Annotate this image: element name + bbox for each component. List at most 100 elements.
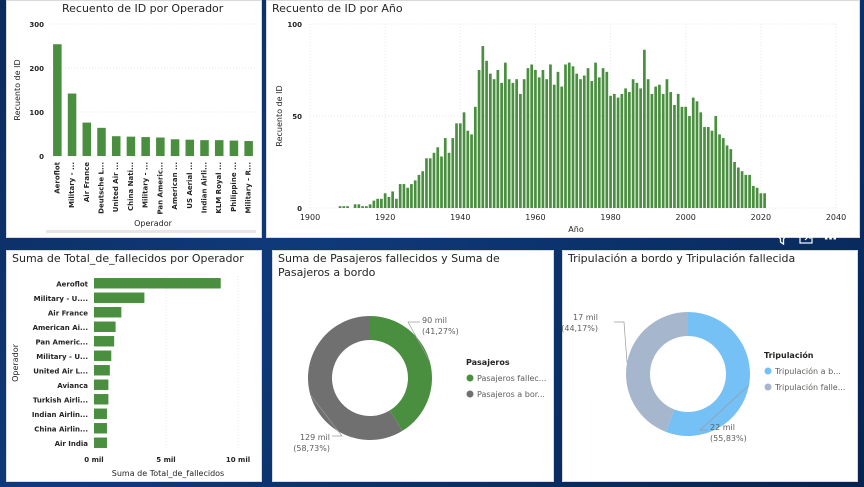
x-axis-title: Suma de Total_de_fallecidos	[112, 469, 224, 478]
y-tick-label: 200	[29, 65, 44, 73]
bar	[94, 321, 116, 332]
bar	[703, 127, 706, 208]
slice-value-label: 17 mil	[573, 313, 598, 322]
x-tick-label: 1940	[450, 213, 470, 222]
bar	[94, 423, 107, 434]
bar	[200, 140, 209, 156]
slice-value-label: 90 mil	[422, 316, 447, 325]
slice-pct-label: (58,73%)	[293, 444, 330, 453]
bar	[654, 86, 658, 208]
bar	[639, 88, 642, 208]
bar	[410, 184, 413, 208]
bar	[488, 73, 492, 209]
bar	[526, 68, 530, 208]
bar	[481, 46, 485, 208]
bar	[185, 139, 195, 156]
bar	[597, 77, 601, 208]
bar	[537, 77, 541, 208]
bar	[496, 70, 500, 208]
bar	[353, 204, 357, 208]
crew-title: Tripulación a bordo y Tripulación fallec…	[568, 252, 796, 265]
bar	[601, 68, 605, 208]
bar	[552, 84, 556, 208]
y-tick-label: Military - U...	[36, 353, 88, 361]
y-axis-title: Recuento de ID	[275, 85, 284, 146]
y-tick-label: China Airlin...	[34, 425, 88, 433]
slice-pct-label: (41,27%)	[422, 327, 459, 336]
y-axis-title: Operador	[11, 343, 20, 381]
bar	[413, 180, 417, 208]
bar	[620, 93, 624, 208]
x-tick-label: Military - R...	[245, 162, 253, 214]
bar	[126, 136, 136, 156]
x-tick-label: 1960	[525, 213, 545, 222]
x-tick-label: KLM Royal ...	[215, 162, 223, 214]
bar	[451, 138, 455, 208]
legend-title: Tripulación	[764, 350, 814, 360]
bar	[357, 204, 361, 208]
year-count-title: Recuento de ID por Año	[272, 2, 403, 15]
bar	[564, 64, 567, 208]
bar	[676, 93, 680, 208]
x-tick-label: Military - ...	[142, 162, 150, 208]
bar	[556, 71, 560, 208]
bar	[443, 138, 447, 208]
bar	[650, 93, 654, 208]
bar	[725, 145, 729, 208]
y-tick-label: 300	[29, 21, 44, 29]
bar	[504, 62, 507, 208]
bar	[380, 198, 383, 208]
year-count-chart: 0 50 100 1900 1920 1940 1960 1980 2000 2020 2040 Añ…	[275, 21, 846, 234]
bar	[571, 66, 575, 208]
crew-panel: Tripulación a bordo y Tripulación fallec…	[561, 250, 858, 482]
bar	[94, 336, 115, 347]
bar	[748, 174, 751, 208]
more-options-icon[interactable]: ···	[823, 231, 838, 247]
bar	[567, 62, 571, 208]
bar	[733, 162, 736, 208]
bar	[635, 82, 639, 208]
bar	[594, 62, 597, 208]
filter-icon[interactable]	[773, 230, 791, 248]
legend-marker	[764, 383, 772, 391]
bar	[440, 156, 443, 208]
focus-mode-icon[interactable]	[797, 230, 815, 248]
bar	[421, 171, 425, 208]
bar	[624, 88, 627, 208]
y-tick-label: Military - U....	[34, 295, 88, 303]
bar	[492, 79, 496, 208]
bar	[214, 140, 224, 156]
bar	[94, 394, 109, 405]
bar	[541, 70, 545, 208]
x-tick-label: Deutsche L...	[98, 162, 106, 214]
x-tick-label: 2020	[751, 213, 771, 222]
bar	[455, 123, 458, 208]
bar	[365, 206, 368, 208]
bar	[97, 127, 106, 156]
y-tick-label: Avianca	[57, 382, 88, 390]
bar	[628, 92, 631, 208]
bar	[53, 44, 62, 156]
bar	[511, 82, 515, 208]
legend-item-label: Tripulación falle...	[774, 382, 845, 392]
fatalities-operator-chart: 0 mil 5 mil 10 mil Aeroflot Military - U....…	[11, 276, 250, 478]
bar	[417, 174, 421, 208]
x-tick-label: Military - ...	[68, 162, 76, 208]
bar	[691, 97, 695, 208]
x-tick-label: Indian Airli...	[201, 162, 209, 213]
bar	[695, 101, 699, 208]
x-tick-label: China Nati...	[127, 162, 135, 211]
bar	[94, 437, 107, 448]
bar	[94, 292, 145, 303]
y-tick-label: Pan Americ...	[35, 338, 88, 346]
x-tick-label: 1920	[375, 213, 395, 222]
x-tick-label: American ...	[171, 162, 179, 210]
y-tick-label: Aeroflot	[56, 280, 88, 288]
fatalities-operator-title: Suma de Total_de_fallecidos por Operador	[12, 252, 244, 265]
bar	[579, 79, 582, 208]
bar	[714, 116, 718, 208]
bar	[428, 158, 432, 208]
bar	[590, 81, 594, 208]
bar	[244, 141, 253, 156]
bar	[402, 184, 406, 208]
